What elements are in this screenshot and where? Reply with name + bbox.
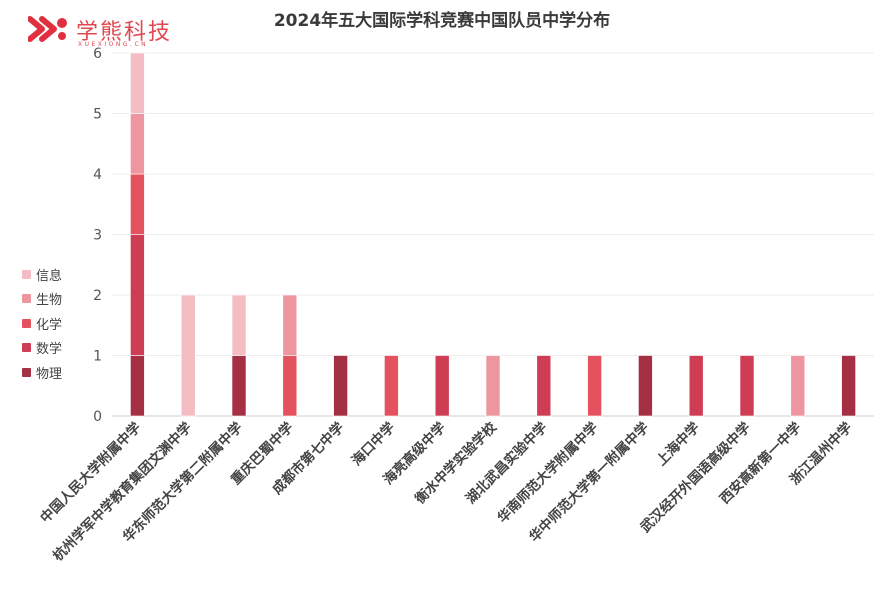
bar-segment [130,52,145,114]
logo-mark-icon [28,16,67,42]
bar-segment [841,355,856,417]
x-tick-label: 上海中学 [653,418,704,469]
bar-segment [790,355,806,417]
y-tick-label: 6 [93,46,102,62]
bar-segment [282,355,298,417]
bar-segment [130,355,145,417]
bar-segment [130,173,145,235]
y-tick-label: 1 [93,349,102,365]
bar-segment [180,294,196,417]
x-tick-label: 华南师范大学附属中学 [494,418,602,526]
chart-title: 2024年五大国际学科竞赛中国队员中学分布 [273,11,611,31]
legend-item[interactable]: 化学 [22,311,62,336]
legend-item[interactable]: 信息 [22,262,62,287]
bar-segment [130,234,145,356]
y-tick-label: 3 [93,228,102,244]
legend-item[interactable]: 生物 [22,287,62,312]
legend-swatch [22,343,31,353]
legend-label: 信息 [36,268,63,284]
legend-label: 生物 [36,293,63,309]
bar-segment [688,355,704,417]
chart-legend: 信息生物化学数学物理 [22,262,62,385]
legend-item[interactable]: 物理 [22,360,62,385]
bar-segment [434,355,450,417]
legend-swatch [22,367,31,377]
bar-segment [536,355,552,417]
y-tick-label: 5 [93,107,102,123]
bar-segment [282,294,298,356]
bar-segment [130,113,145,175]
legend-label: 物理 [36,366,63,382]
legend-label: 数学 [36,342,63,358]
bar-segment [587,355,602,417]
bar-segment [231,355,247,417]
y-tick-label: 2 [93,288,102,304]
logo-subtext: XUEXIONG.CN [78,41,149,48]
x-tick-label: 中国人民大学附属中学 [37,418,145,526]
y-tick-label: 0 [93,409,102,425]
bar-segment [231,294,247,356]
legend-swatch [22,318,31,328]
legend-item[interactable]: 数学 [22,336,62,361]
brand-logo: 学熊科技 XUEXIONG.CN [28,14,178,48]
logo-text: 学熊科技 [76,20,173,45]
x-tick-label: 海口中学 [348,418,399,469]
legend-label: 化学 [36,317,63,333]
bar-segment [739,355,755,417]
legend-swatch [22,294,31,304]
y-tick-label: 4 [93,167,102,183]
bar-segment [333,355,348,417]
bar-segment [638,355,653,417]
legend-swatch [22,269,31,279]
bar-segment [485,355,501,417]
bar-segment [384,355,399,417]
